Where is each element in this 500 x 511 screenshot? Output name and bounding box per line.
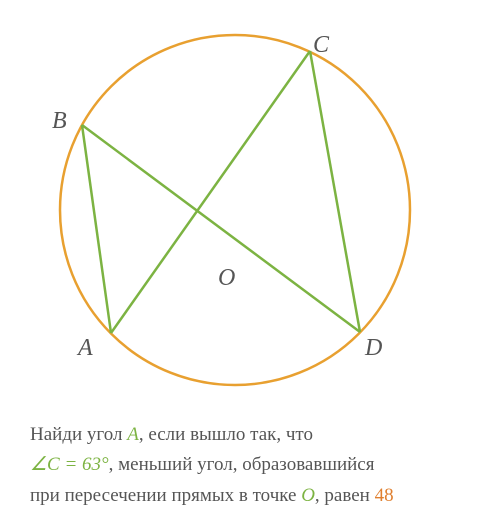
var-o: O [301,485,315,506]
text-line3-pre: при пересечении прямых в точке [30,485,301,506]
text-line1-post: , если вышло так, что [139,424,313,445]
label-c: C [313,32,329,59]
text-line3-post: , равен [315,485,375,506]
label-o: O [218,265,235,292]
diagram-svg [0,0,500,420]
chord-bd [82,125,360,332]
label-b: B [52,108,67,135]
problem-text: Найди угол A, если вышло так, что ∠C = 6… [0,420,500,511]
chord-ac [111,51,310,333]
num-48: 48 [375,485,394,506]
chord-cd [310,51,360,332]
label-d: D [365,335,382,362]
label-a: A [78,335,93,362]
geometry-diagram: A B C D O [0,0,500,420]
text-line1-pre: Найди угол [30,424,127,445]
angle-c: ∠C = 63° [30,454,109,475]
text-line2-post: , меньший угол, образовавшийся [109,454,375,475]
var-a: A [127,424,139,445]
